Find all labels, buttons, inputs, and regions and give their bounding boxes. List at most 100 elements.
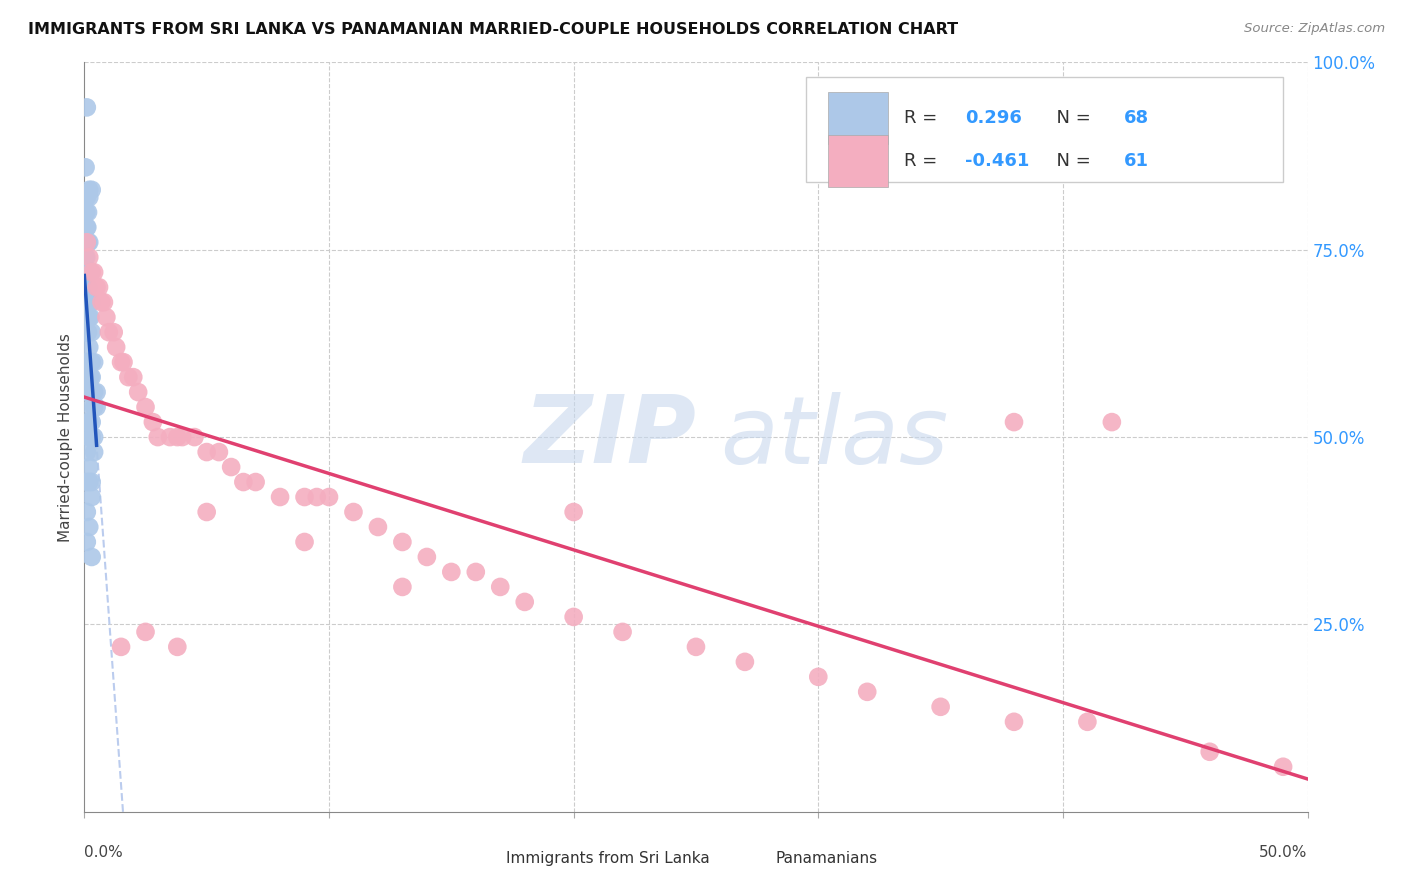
Point [77,310,100,325]
Text: 0.0%: 0.0% [84,846,124,861]
Point [75,250,97,264]
Point [807,670,830,684]
Point [76,265,98,279]
Point [77,190,100,204]
Point [464,565,486,579]
Point [1076,714,1098,729]
Text: R =: R = [904,152,943,170]
Point [75,235,97,250]
Point [87,280,110,294]
Point [75,280,97,294]
Point [110,640,132,654]
FancyBboxPatch shape [828,136,889,187]
Point [76,505,98,519]
Point [80,370,103,384]
Point [77,235,100,250]
Point [80,400,103,414]
Point [195,505,218,519]
Point [1272,760,1295,774]
Point [122,370,145,384]
Point [77,295,100,310]
Text: atlas: atlas [720,392,949,483]
Text: 50.0%: 50.0% [1260,846,1308,861]
Point [76,415,98,429]
Point [245,475,267,489]
Point [127,385,149,400]
Point [77,430,100,444]
Point [562,505,585,519]
Text: IMMIGRANTS FROM SRI LANKA VS PANAMANIAN MARRIED-COUPLE HOUSEHOLDS CORRELATION CH: IMMIGRANTS FROM SRI LANKA VS PANAMANIAN … [28,22,959,37]
Point [416,549,439,564]
Point [77,340,100,354]
Point [219,460,242,475]
Point [77,385,100,400]
Point [77,460,100,475]
Point [305,490,328,504]
Point [77,355,100,369]
Point [86,280,108,294]
Point [77,205,100,219]
Point [195,445,218,459]
Text: Source: ZipAtlas.com: Source: ZipAtlas.com [1244,22,1385,36]
Point [103,325,125,339]
Point [110,355,132,369]
Point [112,355,135,369]
Point [77,475,100,489]
Point [269,490,291,504]
Point [77,235,100,250]
Point [77,415,100,429]
Point [146,430,169,444]
Point [513,595,536,609]
Point [80,415,103,429]
Point [75,325,97,339]
Point [77,325,100,339]
Text: 0.296: 0.296 [965,109,1022,128]
Text: Panamanians: Panamanians [776,852,877,866]
Point [76,385,98,400]
Point [77,310,100,325]
FancyBboxPatch shape [828,93,889,144]
Point [79,370,101,384]
Point [440,565,463,579]
Point [77,250,100,264]
Text: R =: R = [904,109,943,128]
Point [367,520,389,534]
Point [76,190,98,204]
Point [159,430,181,444]
Point [1002,714,1025,729]
Point [76,220,98,235]
Point [76,235,98,250]
Point [80,430,103,444]
Point [80,549,103,564]
Point [76,535,98,549]
Point [142,415,165,429]
Point [75,295,97,310]
Point [294,535,316,549]
Point [97,325,120,339]
Point [76,295,98,310]
Point [80,265,103,279]
Point [76,445,98,459]
Point [929,699,952,714]
Point [76,280,98,294]
Point [232,475,254,489]
Point [391,580,413,594]
Text: N =: N = [1045,152,1097,170]
Point [96,310,118,325]
Point [75,205,97,219]
Text: -0.461: -0.461 [965,152,1029,170]
Point [77,370,100,384]
Point [117,370,139,384]
Point [80,355,103,369]
Point [135,400,157,414]
Point [391,535,413,549]
Point [489,580,512,594]
Point [208,445,231,459]
Point [83,430,105,444]
Point [77,183,100,197]
Point [294,490,316,504]
Point [76,310,98,325]
Point [76,475,98,489]
Point [856,685,879,699]
Text: 61: 61 [1125,152,1149,170]
